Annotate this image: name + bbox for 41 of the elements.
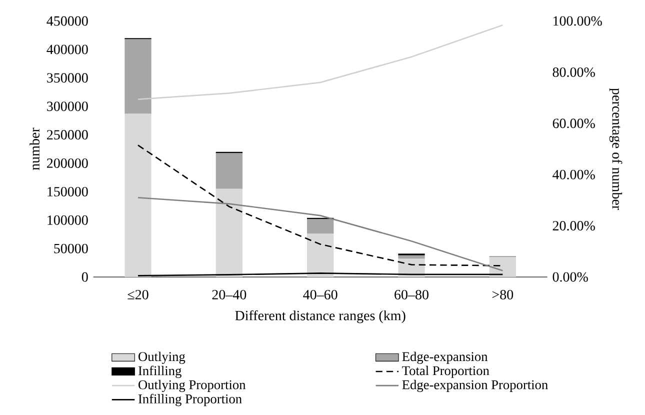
x-tick-label: 40–60 (303, 290, 338, 300)
bar (216, 152, 243, 189)
y-tick-label: 350000 (47, 73, 88, 83)
legend-label: Infilling (138, 366, 182, 378)
x-axis-title: Different distance ranges (km) (235, 310, 406, 324)
x-tick-label: 20–40 (212, 290, 246, 300)
y-tick-label: 0 (82, 272, 88, 282)
y-tick-label: 300000 (47, 102, 88, 112)
legend-label: Edge-expansion (402, 352, 488, 364)
x-tick-label: >80 (492, 290, 514, 300)
x-tick-label: 60–80 (394, 290, 428, 300)
y-tick-label: 250000 (47, 130, 88, 140)
y2-tick-label: 60.00% (552, 118, 595, 128)
legend-label: Total Proportion (402, 366, 490, 378)
y2-axis-title: percentage of number (609, 88, 622, 210)
y-tick-label: 450000 (46, 16, 88, 26)
y2-tick-label: 100.00% (554, 16, 602, 26)
bar (307, 218, 334, 234)
bar (124, 114, 152, 277)
y2-tick-label: 20.00% (552, 221, 595, 231)
y-tick-label: 400000 (46, 44, 88, 54)
legend-label: Outlying (138, 352, 186, 364)
y-tick-label: 50000 (54, 244, 88, 254)
bar (489, 257, 516, 277)
legend-label: Outlying Proportion (138, 380, 246, 392)
x-tick-label: ≤20 (128, 290, 148, 300)
legend-label: Edge-expansion Proportion (402, 380, 548, 392)
y2-tick-label: 0.00% (552, 272, 588, 282)
y-tick-label: 200000 (47, 158, 88, 168)
y-axis-title: number (30, 128, 40, 170)
bar (216, 188, 243, 277)
y-tick-label: 100000 (48, 215, 88, 225)
line-series (137, 24, 504, 100)
y2-tick-label: 40.00% (552, 170, 595, 180)
y-tick-label: 150000 (48, 186, 88, 196)
y2-tick-label: 80.00% (552, 67, 595, 77)
bar (124, 39, 152, 114)
legend-label: Infilling Proportion (138, 394, 242, 406)
bar (307, 234, 334, 277)
bar (398, 255, 425, 259)
line-series (137, 196, 504, 272)
